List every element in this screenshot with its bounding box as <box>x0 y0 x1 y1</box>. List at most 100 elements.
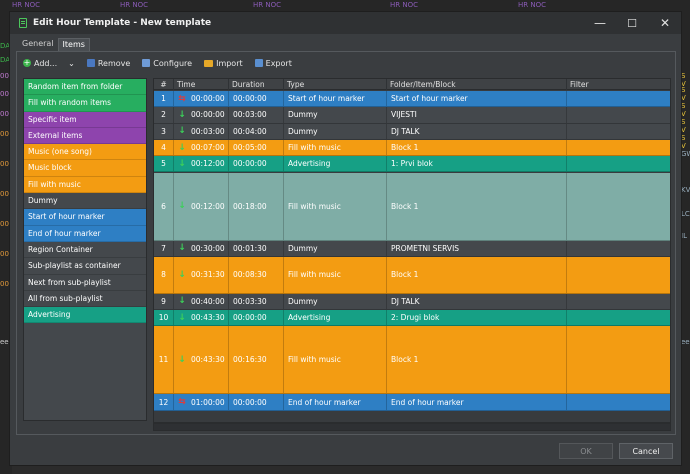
cell-time: ⇆ 00:00:00 <box>174 91 229 107</box>
palette-item[interactable]: Music block <box>24 160 146 177</box>
palette-item[interactable]: Fill with music <box>24 176 146 194</box>
cell-filter <box>567 257 670 293</box>
minimize-button[interactable]: — <box>594 16 606 30</box>
cell-item: DJ TALK <box>387 123 567 139</box>
time-value: 00:40:00 <box>191 296 225 306</box>
palette-item[interactable]: Sub-playlist as container <box>24 258 146 275</box>
title-bar[interactable]: Edit Hour Template - New template — ☐ ✕ <box>10 12 681 34</box>
bg-tick: eel <box>0 338 11 346</box>
table-row[interactable]: 7 ↓ 00:30:00 00:01:30 Dummy PROMETNI SERVIS <box>154 240 670 257</box>
time-value: 00:07:00 <box>191 143 225 153</box>
column-header[interactable]: Duration <box>229 79 284 90</box>
hour-marker-icon: ⇆ <box>178 93 186 104</box>
table-row[interactable]: 3 ↓ 00:03:00 00:04:00 Dummy DJ TALK <box>154 123 670 140</box>
bg-tick: IL <box>681 232 687 240</box>
table-row[interactable]: 9 ↓ 00:40:00 00:03:30 Dummy DJ TALK <box>154 293 670 311</box>
arrow-down-icon: ↓ <box>178 269 186 280</box>
table-row[interactable]: 6 ↓ 00:12:00 00:18:00 Fill with music Block 1 <box>154 172 670 241</box>
configure-label: Configure <box>153 58 193 68</box>
template-items-grid: # Time Duration Type Folder/Item/Block Filter… <box>153 78 671 423</box>
cell-type: Fill with music <box>284 256 387 293</box>
palette-item[interactable]: Region Container <box>24 241 146 259</box>
arrow-down-icon: ↓ <box>178 126 186 137</box>
cell-filter <box>567 294 670 309</box>
cell-type: Dummy <box>284 293 387 310</box>
cell-duration: 00:03:00 <box>229 107 284 123</box>
arrow-down-icon: ↓ <box>178 109 186 120</box>
configure-button[interactable]: Configure <box>142 59 192 68</box>
remove-button[interactable]: Remove <box>86 58 131 68</box>
ok-button[interactable]: OK <box>559 443 613 459</box>
cell-type: Fill with music <box>284 139 387 156</box>
cell-num: 9 <box>154 293 174 310</box>
cell-item: 1: Prvi blok <box>387 156 567 172</box>
cell-duration: 00:08:30 <box>229 256 284 293</box>
cell-duration: 00:01:30 <box>229 240 284 256</box>
cell-item: Start of hour marker <box>387 91 567 107</box>
edit-hour-template-dialog: Edit Hour Template - New template — ☐ ✕ … <box>9 11 682 466</box>
remove-icon <box>86 59 95 67</box>
table-row[interactable]: 5 ↓ 00:12:00 00:00:00 Advertising 1: Prvi blo… <box>154 156 670 173</box>
palette-item[interactable]: External items <box>24 127 146 145</box>
column-header[interactable]: Folder/Item/Block <box>387 79 567 90</box>
arrow-down-icon: ↓ <box>178 142 186 153</box>
table-row[interactable]: 12 ⇆ 01:00:00 00:00:00 End of hour marker End… <box>154 394 670 411</box>
table-row[interactable]: 10 ↓ 00:43:30 00:00:00 Advertising 2: Drugi b… <box>154 310 670 327</box>
cell-type: Dummy <box>284 240 387 256</box>
cell-type: Advertising <box>284 310 387 326</box>
palette-item[interactable]: End of hour marker <box>24 225 146 242</box>
bg-tick: 00 <box>0 160 9 168</box>
cell-num: 1 <box>154 91 174 107</box>
table-row[interactable]: 8 ↓ 00:31:30 00:08:30 Fill with music Block 1 <box>154 256 670 294</box>
cancel-button[interactable]: Cancel <box>619 443 673 459</box>
cell-time: ⇆ 01:00:00 <box>174 394 229 410</box>
cell-num: 6 <box>154 172 174 240</box>
maximize-button[interactable]: ☐ <box>627 16 637 30</box>
bg-tick: S V <box>681 134 686 150</box>
palette-item[interactable]: Random item from folder <box>24 79 146 96</box>
chevron-down-icon[interactable]: ⌄ <box>68 58 75 68</box>
remove-label: Remove <box>97 58 131 68</box>
arrow-down-icon: ↓ <box>178 201 186 211</box>
cell-time: ↓ 00:30:00 <box>174 240 229 256</box>
cell-num: 2 <box>154 107 174 123</box>
palette-item[interactable]: Start of hour marker <box>24 209 146 226</box>
palette-item[interactable]: Specific item <box>24 111 146 128</box>
bg-tick: 00 <box>0 250 9 258</box>
time-value: 00:31:30 <box>191 270 225 280</box>
import-button[interactable]: Import <box>204 59 243 68</box>
cell-item: PROMETNI SERVIS <box>387 240 567 256</box>
add-button[interactable]: + Add... ⌄ <box>23 59 75 68</box>
tab-general[interactable]: General <box>22 39 54 48</box>
table-row[interactable]: 11 ↓ 00:43:30 00:16:30 Fill with music Block … <box>154 326 670 395</box>
bg-tick: S V <box>681 86 686 102</box>
cell-num: 3 <box>154 123 174 139</box>
arrow-down-icon: ↓ <box>178 158 186 169</box>
table-row[interactable]: 1 ⇆ 00:00:00 00:00:00 Start of hour marker St… <box>154 91 670 108</box>
palette-item[interactable]: Fill with random items <box>24 95 146 112</box>
palette-item[interactable]: All from sub-playlist <box>24 290 146 308</box>
cell-duration: 00:18:00 <box>229 172 284 240</box>
cell-item: 2: Drugi blok <box>387 310 567 326</box>
bg-tick: DAI <box>0 42 12 50</box>
palette-item[interactable]: Advertising <box>24 307 146 324</box>
palette-item[interactable]: Dummy <box>24 193 146 210</box>
export-button[interactable]: Export <box>254 59 292 68</box>
column-header[interactable]: Time <box>174 79 229 90</box>
column-header[interactable]: # <box>154 79 174 90</box>
close-button[interactable]: ✕ <box>659 16 671 30</box>
horizontal-scrollbar[interactable] <box>153 423 671 431</box>
cell-duration: 00:16:30 <box>229 326 284 394</box>
palette-item[interactable]: Next from sub-playlist <box>24 274 146 291</box>
column-header[interactable]: Type <box>284 79 387 90</box>
window-title: Edit Hour Template - New template <box>33 18 212 28</box>
table-row[interactable]: 4 ↓ 00:07:00 00:05:00 Fill with music Block 1 <box>154 139 670 157</box>
column-header[interactable]: Filter <box>567 79 670 90</box>
table-row[interactable]: 2 ↓ 00:00:00 00:03:00 Dummy VIJESTI <box>154 107 670 124</box>
palette-item[interactable]: Music (one song) <box>24 144 146 161</box>
tab-items[interactable]: Items <box>57 38 90 51</box>
cell-item: Block 1 <box>387 139 567 156</box>
cell-num: 12 <box>154 394 174 410</box>
cell-item: End of hour marker <box>387 394 567 410</box>
folder-icon <box>204 59 214 67</box>
